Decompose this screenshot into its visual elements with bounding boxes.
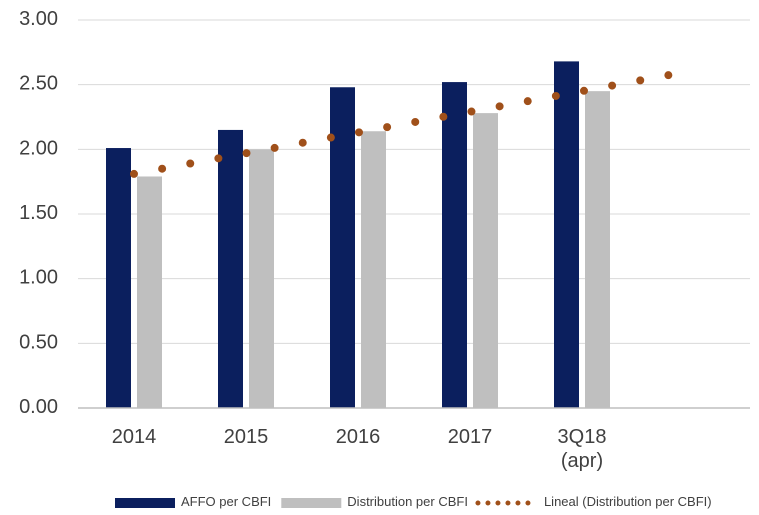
y-tick-label: 2.50 xyxy=(19,73,58,95)
y-tick-label: 2.00 xyxy=(19,138,58,160)
bar xyxy=(361,131,386,408)
legend-label: Lineal (Distribution per CBFI) xyxy=(544,494,712,509)
bar xyxy=(554,61,579,409)
bar xyxy=(218,129,243,408)
bar xyxy=(249,149,274,409)
x-tick-label: 3Q18 (apr) xyxy=(558,426,607,472)
y-tick-label: 1.50 xyxy=(19,202,58,224)
bar xyxy=(137,176,162,408)
x-tick-label: 2015 xyxy=(224,426,269,448)
bar xyxy=(473,113,498,409)
legend-swatch xyxy=(115,498,175,508)
x-tick-label: 2017 xyxy=(448,426,493,448)
x-tick-label: 2014 xyxy=(112,426,157,448)
x-tick-label: 2016 xyxy=(336,426,381,448)
legend-label: Distribution per CBFI xyxy=(347,494,468,509)
y-tick-label: 0.50 xyxy=(19,332,58,354)
y-tick-label: 3.00 xyxy=(19,8,58,30)
trend-line xyxy=(130,66,698,178)
y-tick-label: 0.00 xyxy=(19,396,58,418)
bar xyxy=(442,82,467,408)
legend-label: AFFO per CBFI xyxy=(181,494,271,509)
bar xyxy=(106,148,131,409)
legend-swatch xyxy=(281,498,342,508)
bar xyxy=(585,91,610,408)
bar xyxy=(330,87,355,409)
y-tick-label: 1.00 xyxy=(19,267,58,289)
